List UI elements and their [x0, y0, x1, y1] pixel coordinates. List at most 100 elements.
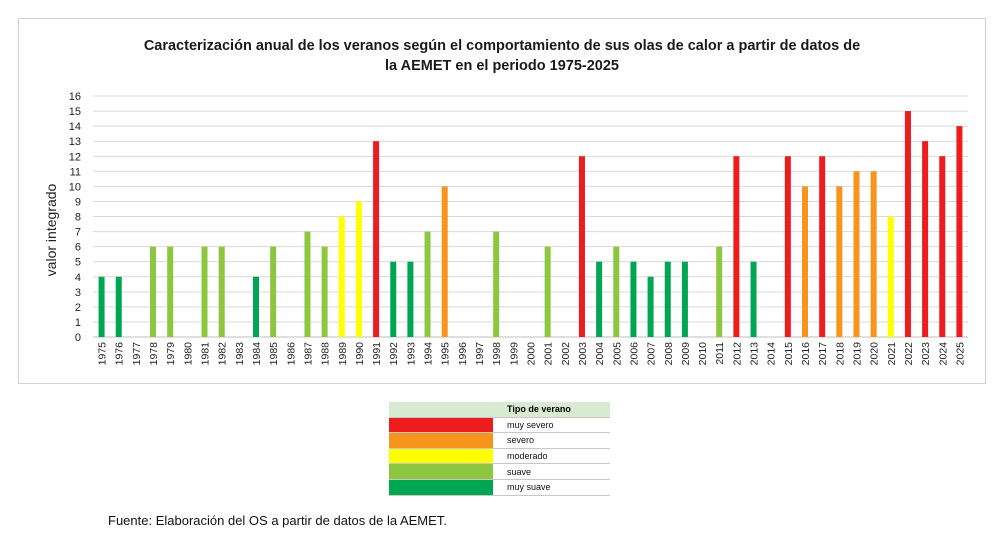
bar-1995	[441, 186, 448, 337]
x-tick-2007: 2007	[646, 342, 658, 366]
x-tick-1978: 1978	[148, 342, 160, 366]
x-tick-2021: 2021	[886, 342, 898, 366]
bar-2003	[578, 156, 585, 337]
bar-1976	[115, 276, 122, 337]
bar-1979	[167, 246, 174, 337]
x-tick-1993: 1993	[405, 342, 417, 366]
bar-2024	[939, 156, 946, 337]
x-tick-2008: 2008	[663, 342, 675, 366]
bar-1992	[390, 261, 397, 337]
x-tick-2003: 2003	[577, 342, 589, 366]
legend-header-cell	[389, 402, 493, 418]
x-tick-2015: 2015	[783, 342, 795, 366]
x-tick-1997: 1997	[474, 342, 486, 366]
x-tick-1976: 1976	[114, 342, 126, 366]
legend-item-moderado: moderado	[389, 448, 610, 465]
y-tick-1: 1	[75, 317, 81, 329]
x-tick-2011: 2011	[714, 342, 726, 365]
bar-2004	[596, 261, 603, 337]
x-tick-2004: 2004	[594, 342, 606, 366]
x-tick-2024: 2024	[937, 342, 949, 366]
x-tick-2012: 2012	[731, 342, 743, 366]
x-tick-2005: 2005	[611, 342, 623, 366]
bar-2001	[544, 246, 551, 337]
y-tick-15: 15	[69, 106, 81, 118]
y-tick-4: 4	[75, 272, 81, 284]
x-tick-2017: 2017	[817, 342, 829, 366]
x-tick-2014: 2014	[766, 342, 778, 366]
y-tick-5: 5	[75, 257, 81, 269]
x-tick-1982: 1982	[217, 342, 229, 366]
legend-item-muy-suave: muy suave	[389, 479, 610, 496]
legend-swatch-muy-severo	[389, 417, 493, 434]
y-tick-14: 14	[69, 121, 81, 133]
y-tick-6: 6	[75, 242, 81, 254]
bar-2012	[733, 156, 740, 337]
legend-label-muy-severo: muy severo	[493, 417, 610, 434]
bar-1990	[355, 201, 362, 337]
chart-title-line-2: la AEMET en el periodo 1975-2025	[385, 58, 619, 74]
x-tick-2018: 2018	[834, 342, 846, 366]
legend: Tipo de verano muy severo severo moderad…	[389, 402, 610, 496]
bar-2025	[956, 126, 963, 337]
bar-2018	[836, 186, 843, 337]
x-tick-1981: 1981	[200, 342, 212, 366]
x-tick-2006: 2006	[628, 342, 640, 366]
chart-frame: Caracterización anual de los veranos seg…	[18, 18, 986, 384]
y-tick-2: 2	[75, 302, 81, 314]
bar-1982	[218, 246, 225, 337]
y-axis-label: valor integrado	[43, 183, 59, 276]
x-tick-1994: 1994	[423, 342, 435, 366]
bar-2021	[887, 216, 894, 337]
x-tick-1989: 1989	[337, 342, 349, 366]
bar-2015	[784, 156, 791, 337]
y-tick-16: 16	[69, 91, 81, 103]
x-tick-1986: 1986	[285, 342, 297, 366]
y-tick-11: 11	[70, 166, 81, 178]
bar-2007	[647, 276, 654, 337]
x-tick-2020: 2020	[869, 342, 881, 366]
x-tick-1987: 1987	[302, 342, 314, 366]
x-tick-1975: 1975	[97, 342, 109, 366]
x-tick-1979: 1979	[165, 342, 177, 366]
y-tick-7: 7	[75, 227, 81, 239]
x-tick-2025: 2025	[954, 342, 966, 366]
x-tick-2002: 2002	[560, 342, 572, 366]
x-tick-1980: 1980	[182, 342, 194, 366]
bar-1978	[150, 246, 157, 337]
x-tick-2001: 2001	[543, 342, 555, 366]
y-tick-10: 10	[69, 181, 81, 193]
legend-title: Tipo de verano	[493, 402, 610, 418]
bar-2008	[664, 261, 671, 337]
bar-2023	[922, 141, 929, 337]
legend-label-severo: severo	[493, 432, 610, 449]
x-tick-1998: 1998	[491, 342, 503, 366]
bar-1989	[338, 216, 345, 337]
x-tick-2022: 2022	[903, 342, 915, 366]
bars	[98, 111, 963, 337]
legend-swatch-moderado	[389, 448, 493, 465]
bar-2022	[904, 111, 911, 337]
x-tick-2013: 2013	[749, 342, 761, 366]
legend-label-muy-suave: muy suave	[493, 479, 610, 496]
legend-header: Tipo de verano	[389, 402, 610, 418]
x-tick-2009: 2009	[680, 342, 692, 366]
bar-1981	[201, 246, 208, 337]
y-tick-3: 3	[75, 287, 81, 299]
bar-1985	[270, 246, 277, 337]
bar-1988	[321, 246, 328, 337]
bar-1991	[373, 141, 380, 337]
x-tick-labels: 1975 1976 1977 1978 1979 1980 1981 1982 1983 1984…	[97, 342, 967, 366]
bar-2013	[750, 261, 757, 337]
y-tick-12: 12	[69, 151, 81, 163]
bar-2011	[716, 246, 723, 337]
legend-swatch-suave	[389, 463, 493, 480]
x-tick-1984: 1984	[251, 342, 263, 366]
legend-label-suave: suave	[493, 463, 610, 480]
y-tick-9: 9	[75, 196, 81, 208]
bar-1998	[493, 231, 500, 337]
x-tick-1988: 1988	[320, 342, 332, 366]
bar-2006	[630, 261, 637, 337]
x-tick-1992: 1992	[388, 342, 400, 366]
